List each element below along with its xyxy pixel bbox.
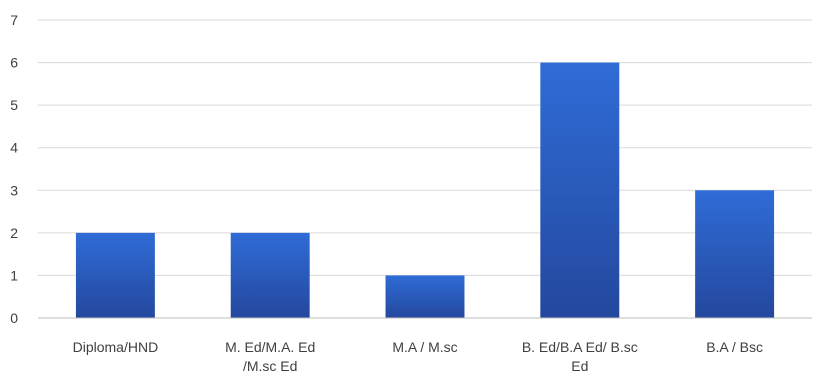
y-tick-label: 0 bbox=[10, 310, 18, 326]
bar bbox=[230, 232, 310, 318]
y-tick-label: 4 bbox=[10, 140, 18, 156]
bars bbox=[75, 62, 775, 319]
x-tick-label: M. Ed/M.A. Ed/M.sc Ed bbox=[225, 339, 315, 374]
x-tick-label-line: B. Ed/B.A Ed/ B.sc bbox=[522, 339, 638, 355]
x-tick-label-line: /M.sc Ed bbox=[243, 358, 297, 374]
y-tick-label: 7 bbox=[10, 12, 18, 28]
y-tick-label: 3 bbox=[10, 182, 18, 198]
x-tick-label-line: Diploma/HND bbox=[73, 339, 159, 355]
y-tick-label: 6 bbox=[10, 55, 18, 71]
y-tick-label: 1 bbox=[10, 267, 18, 283]
x-tick-label: Diploma/HND bbox=[73, 339, 159, 355]
x-tick-label-line: M.A / M.sc bbox=[392, 339, 457, 355]
y-tick-label: 5 bbox=[10, 97, 18, 113]
bar bbox=[695, 190, 775, 318]
x-tick-label: B. Ed/B.A Ed/ B.sc Ed bbox=[522, 339, 638, 374]
x-tick-label: B.A / Bsc bbox=[706, 339, 763, 355]
y-tick-label: 2 bbox=[10, 225, 18, 241]
x-tick-label-line: M. Ed/M.A. Ed bbox=[225, 339, 315, 355]
bar bbox=[75, 232, 155, 318]
gridlines bbox=[38, 19, 812, 276]
bar bbox=[385, 275, 465, 318]
x-axis-ticks: Diploma/HND M. Ed/M.A. Ed/M.sc Ed M.A / M.… bbox=[73, 339, 763, 374]
y-axis-ticks: 0 1 2 3 4 5 6 7 bbox=[10, 12, 18, 326]
x-tick-label: M.A / M.sc bbox=[392, 339, 457, 355]
x-tick-label-line: Ed bbox=[571, 358, 588, 374]
x-tick-label-line: B.A / Bsc bbox=[706, 339, 763, 355]
bar bbox=[540, 62, 620, 319]
